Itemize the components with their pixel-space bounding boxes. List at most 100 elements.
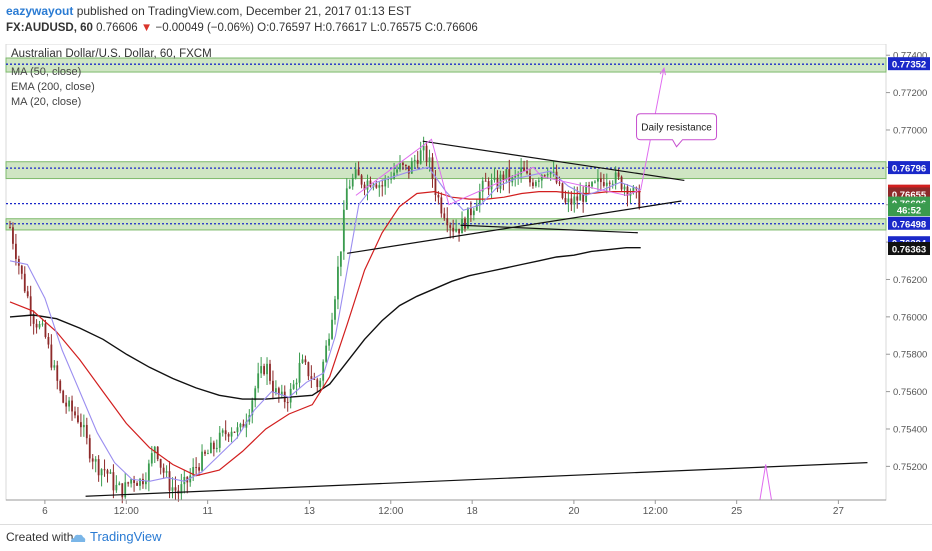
candle (481, 180, 484, 192)
candle (632, 187, 635, 193)
candle (153, 446, 156, 454)
candle (404, 164, 407, 166)
candle (458, 228, 460, 234)
candle (375, 184, 378, 188)
close-value: 0.76606 (436, 22, 478, 34)
candle (523, 167, 525, 172)
candle (162, 467, 165, 473)
candle (227, 434, 230, 437)
candle (150, 453, 153, 464)
candle (272, 380, 274, 393)
moving-averages (9, 166, 641, 482)
candle (209, 442, 212, 454)
candle (195, 467, 198, 469)
candle (310, 376, 313, 379)
candle (558, 182, 561, 184)
candle (118, 483, 121, 485)
x-tick-label: 12:00 (378, 506, 403, 517)
candle (402, 162, 404, 165)
candle (56, 365, 59, 381)
candle (65, 402, 68, 407)
time-axis[interactable]: 6 12:00 11 13 12:00 18 20 12:00 25 27 (6, 499, 886, 517)
candle (337, 266, 339, 300)
candle (59, 380, 62, 391)
candle (221, 430, 224, 433)
candle (224, 430, 227, 435)
price-label: 0.76655 (892, 190, 927, 201)
candle (77, 415, 79, 423)
candle (298, 362, 301, 383)
candle (254, 388, 257, 401)
candle (517, 174, 520, 176)
candle (26, 291, 29, 297)
plot-area[interactable] (5, 44, 887, 501)
candle (354, 169, 357, 178)
candle (103, 469, 106, 471)
y-tick-label: 0.77000 (893, 125, 927, 136)
tradingview-logo[interactable]: TradingView (70, 529, 162, 544)
created-with-label: Created with (6, 530, 74, 544)
candle (413, 159, 416, 162)
candle (339, 251, 342, 267)
candle (331, 319, 333, 339)
candle (292, 384, 295, 389)
annotation-text: Daily resistance (641, 123, 712, 134)
candle (428, 157, 431, 162)
candle (396, 169, 398, 173)
candle (416, 159, 419, 164)
y-tick-label: 0.76000 (893, 312, 927, 323)
candle (215, 447, 218, 450)
author-link[interactable]: eazywayout (6, 4, 74, 18)
candle (532, 182, 534, 186)
candle (505, 169, 508, 180)
candle (174, 487, 177, 491)
legend-item-ema200[interactable]: EMA (200, close) (11, 81, 95, 93)
candle (588, 184, 590, 187)
candle (455, 228, 458, 232)
candle (537, 180, 540, 182)
candle (461, 218, 463, 234)
price-chart[interactable]: Daily resistance Australian Dollar/U.S. … (0, 44, 932, 524)
candle (540, 175, 543, 181)
candle (393, 172, 395, 179)
candle (638, 189, 641, 209)
candle (467, 207, 469, 229)
y-tick-label: 0.75400 (893, 424, 927, 435)
candle (390, 178, 393, 180)
candle (136, 482, 138, 486)
x-tick-label: 18 (467, 506, 479, 517)
candle (47, 336, 50, 345)
legend-item-ma20[interactable]: MA (20, close) (11, 96, 81, 108)
candle (579, 193, 582, 201)
candle (410, 161, 413, 174)
y-tick-label: 0.75200 (893, 462, 927, 473)
candle (328, 338, 330, 346)
candle (263, 366, 265, 375)
price-axis[interactable]: 0.774000.772000.770000.768000.766000.764… (886, 51, 930, 473)
chart-header: eazywayout published on TradingView.com,… (0, 0, 932, 44)
y-tick-label: 0.77400 (893, 51, 927, 62)
candle (366, 180, 369, 190)
candle (617, 172, 620, 177)
candle (127, 482, 130, 484)
candle (555, 171, 558, 183)
close-label: C: (424, 22, 437, 34)
candle (478, 191, 481, 205)
candle (546, 174, 549, 176)
candle (325, 345, 328, 362)
candle (144, 480, 147, 485)
x-tick-label: 6 (42, 506, 48, 517)
y-tick-label: 0.75800 (893, 350, 927, 361)
candle (251, 400, 254, 416)
candle (74, 411, 76, 416)
candle (14, 243, 17, 259)
candle (381, 185, 384, 187)
candle (32, 315, 35, 324)
candle (245, 421, 248, 428)
candle (88, 438, 91, 459)
last-price: 0.76606 (96, 22, 138, 34)
legend-item-ma50[interactable]: MA (50, close) (11, 66, 81, 78)
candle (142, 478, 144, 485)
dotted-levels (6, 63, 886, 225)
candle (124, 482, 127, 498)
